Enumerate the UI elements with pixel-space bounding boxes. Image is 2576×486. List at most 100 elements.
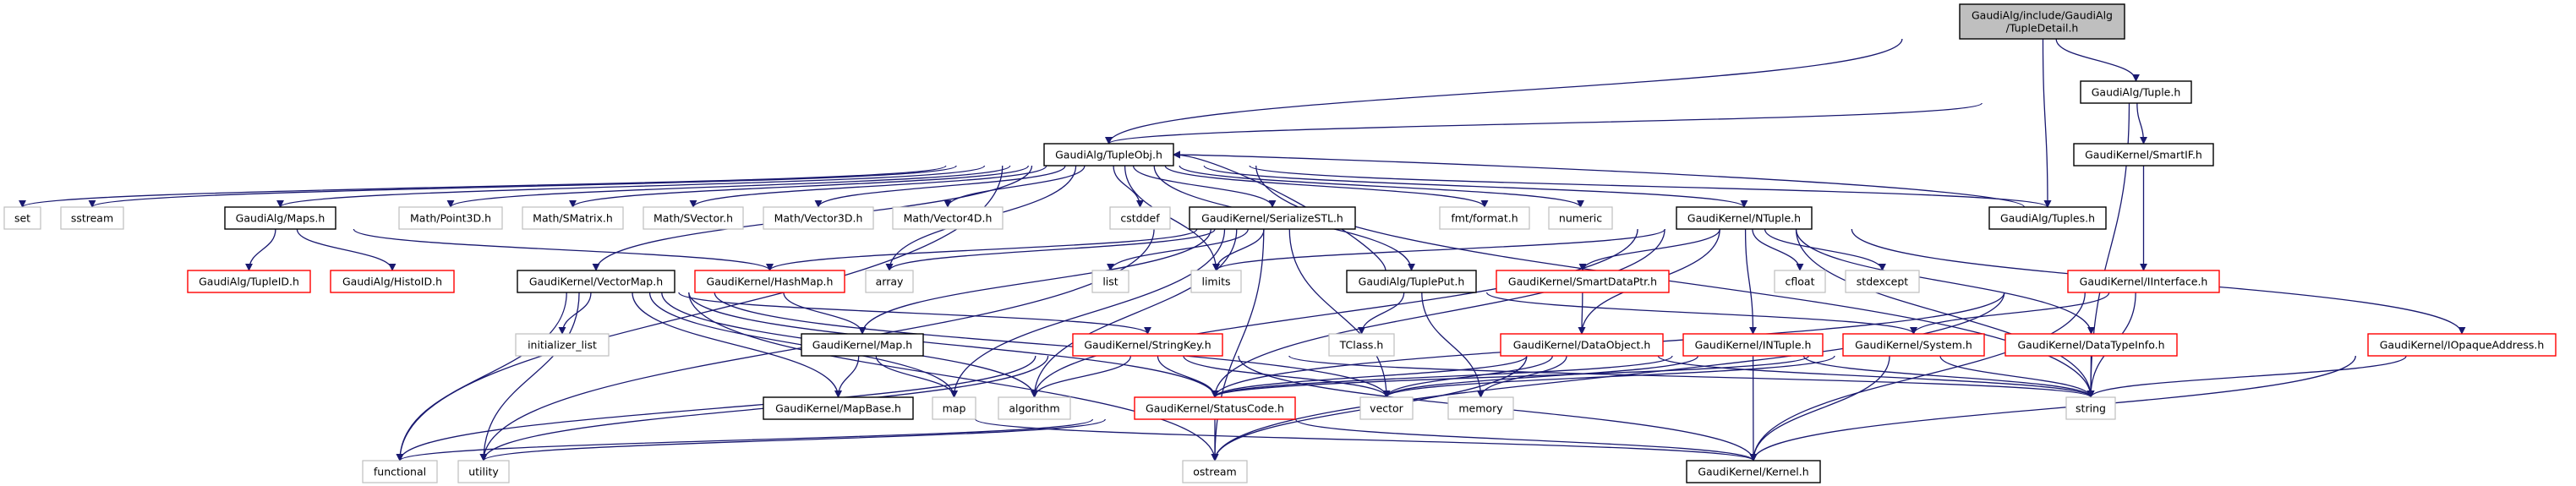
node-mapbase[interactable]: GaudiKernel/MapBase.h (763, 396, 914, 420)
node-box[interactable] (330, 270, 455, 293)
node-box[interactable] (2367, 333, 2557, 357)
node-detail[interactable]: GaudiAlg/include/GaudiAlg/TupleDetail.h (1959, 3, 2125, 40)
node-string[interactable]: string (2065, 396, 2116, 420)
node-stringkey[interactable]: GaudiKernel/StringKey.h (1072, 333, 1223, 357)
node-array[interactable]: array (865, 270, 914, 293)
node-iinterface[interactable]: GaudiKernel/IInterface.h (2067, 270, 2220, 293)
node-numeric[interactable]: numeric (1548, 206, 1613, 230)
node-hashmap[interactable]: GaudiKernel/HashMap.h (694, 270, 845, 293)
node-dataobject[interactable]: GaudiKernel/DataObject.h (1500, 333, 1664, 357)
node-histoid[interactable]: GaudiAlg/HistoID.h (330, 270, 455, 293)
node-svector[interactable]: Math/SVector.h (643, 206, 744, 230)
node-vectormap[interactable]: GaudiKernel/VectorMap.h (517, 270, 675, 293)
node-box[interactable] (1959, 3, 2125, 40)
node-limits[interactable]: limits (1190, 270, 1242, 293)
node-tuple[interactable]: GaudiAlg/Tuple.h (2080, 80, 2192, 104)
node-box[interactable] (1500, 333, 1664, 357)
node-box[interactable] (3, 206, 41, 230)
node-vector[interactable]: vector (1359, 396, 1414, 420)
node-box[interactable] (1091, 270, 1129, 293)
node-set[interactable]: set (3, 206, 41, 230)
node-box[interactable] (865, 270, 914, 293)
node-initlist[interactable]: initializer_list (515, 333, 610, 357)
node-box[interactable] (1134, 396, 1296, 420)
node-box[interactable] (1686, 460, 1821, 483)
node-vector3d[interactable]: Math/Vector3D.h (763, 206, 874, 230)
node-box[interactable] (1359, 396, 1414, 420)
node-intuple[interactable]: GaudiKernel/INTuple.h (1682, 333, 1824, 357)
node-kernel[interactable]: GaudiKernel/Kernel.h (1686, 460, 1821, 483)
node-tclass[interactable]: TClass.h (1328, 333, 1395, 357)
node-tupleput[interactable]: GaudiAlg/TuplePut.h (1346, 270, 1477, 293)
node-box[interactable] (2080, 80, 2192, 104)
node-box[interactable] (763, 206, 874, 230)
node-box[interactable] (1043, 143, 1174, 167)
node-box[interactable] (1346, 270, 1477, 293)
node-cstddef[interactable]: cstddef (1109, 206, 1171, 230)
node-algorithm[interactable]: algorithm (998, 396, 1071, 420)
node-iopaque[interactable]: GaudiKernel/IOpaqueAddress.h (2367, 333, 2557, 357)
node-point3d[interactable]: Math/Point3D.h (398, 206, 503, 230)
node-tupleobj[interactable]: GaudiAlg/TupleObj.h (1043, 143, 1174, 167)
node-box[interactable] (1774, 270, 1826, 293)
node-box[interactable] (1328, 333, 1395, 357)
node-box[interactable] (892, 206, 1004, 230)
node-ostream[interactable]: ostream (1182, 460, 1248, 483)
node-box[interactable] (1109, 206, 1171, 230)
node-box[interactable] (60, 206, 124, 230)
node-cfloat[interactable]: cfloat (1774, 270, 1826, 293)
node-box[interactable] (1189, 206, 1356, 230)
node-functional[interactable]: functional (362, 460, 438, 483)
node-box[interactable] (643, 206, 744, 230)
node-box[interactable] (187, 270, 311, 293)
node-box[interactable] (1072, 333, 1223, 357)
node-fmt[interactable]: fmt/format.h (1439, 206, 1530, 230)
node-box[interactable] (932, 396, 976, 420)
node-box[interactable] (1496, 270, 1670, 293)
node-box[interactable] (998, 396, 1071, 420)
node-statuscode[interactable]: GaudiKernel/StatusCode.h (1134, 396, 1296, 420)
node-vector4d[interactable]: Math/Vector4D.h (892, 206, 1004, 230)
node-list[interactable]: list (1091, 270, 1129, 293)
node-box[interactable] (522, 206, 624, 230)
node-box[interactable] (517, 270, 675, 293)
node-box[interactable] (1439, 206, 1530, 230)
node-smartdataptr[interactable]: GaudiKernel/SmartDataPtr.h (1496, 270, 1670, 293)
node-tupleid[interactable]: GaudiAlg/TupleID.h (187, 270, 311, 293)
node-ntuple[interactable]: GaudiKernel/NTuple.h (1676, 206, 1813, 230)
node-box[interactable] (1682, 333, 1824, 357)
node-box[interactable] (515, 333, 610, 357)
node-box[interactable] (2004, 333, 2178, 357)
node-smartif[interactable]: GaudiKernel/SmartIF.h (2073, 143, 2214, 167)
node-memory[interactable]: memory (1447, 396, 1514, 420)
node-box[interactable] (2067, 270, 2220, 293)
node-box[interactable] (1548, 206, 1613, 230)
node-box[interactable] (457, 460, 510, 483)
node-box[interactable] (1190, 270, 1242, 293)
node-map_h[interactable]: GaudiKernel/Map.h (801, 333, 924, 357)
node-box[interactable] (1842, 333, 1985, 357)
node-box[interactable] (1845, 270, 1920, 293)
node-tuples[interactable]: GaudiAlg/Tuples.h (1988, 206, 2107, 230)
node-map[interactable]: map (932, 396, 976, 420)
node-utility[interactable]: utility (457, 460, 510, 483)
node-serialize[interactable]: GaudiKernel/SerializeSTL.h (1189, 206, 1356, 230)
node-box[interactable] (801, 333, 924, 357)
node-maps[interactable]: GaudiAlg/Maps.h (224, 206, 336, 230)
node-box[interactable] (398, 206, 503, 230)
node-datatypeinfo[interactable]: GaudiKernel/DataTypeInfo.h (2004, 333, 2178, 357)
node-box[interactable] (694, 270, 845, 293)
node-stdexcept[interactable]: stdexcept (1845, 270, 1920, 293)
node-box[interactable] (1182, 460, 1248, 483)
node-smatrix[interactable]: Math/SMatrix.h (522, 206, 624, 230)
node-box[interactable] (224, 206, 336, 230)
node-box[interactable] (1676, 206, 1813, 230)
node-box[interactable] (763, 396, 914, 420)
node-box[interactable] (1447, 396, 1514, 420)
node-box[interactable] (362, 460, 438, 483)
node-system[interactable]: GaudiKernel/System.h (1842, 333, 1985, 357)
node-box[interactable] (1988, 206, 2107, 230)
node-sstream[interactable]: sstream (60, 206, 124, 230)
node-box[interactable] (2065, 396, 2116, 420)
node-box[interactable] (2073, 143, 2214, 167)
